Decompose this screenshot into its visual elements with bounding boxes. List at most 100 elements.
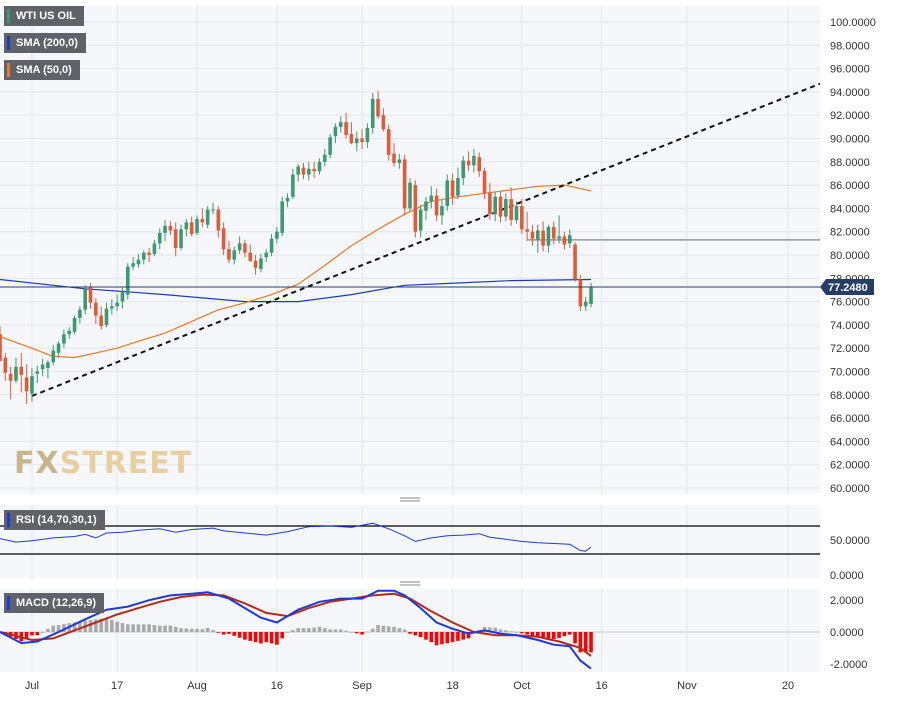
macd-hist-bar [301,628,306,632]
candle-bear [530,224,535,246]
y-tick-label: 62.0000 [830,460,870,472]
macd-hist-bar [30,632,34,636]
candle-body [269,238,274,253]
candle-bear [498,192,503,223]
legend-sma50[interactable]: SMA (50,0) [4,60,80,80]
candle-bull [104,302,109,328]
candle-body [535,230,540,240]
candle-bull [46,359,50,379]
candle-body [578,279,583,307]
candle-body [493,196,497,215]
candle-body [173,229,178,249]
macd-hist-bar [195,628,199,632]
candle-body [338,122,343,127]
x-tick-label: Sep [352,680,372,692]
candle-body [24,377,29,392]
macd-hist-bar [317,626,322,632]
candle-bull [56,341,61,358]
x-tick-label: 20 [782,680,794,692]
candle-bull [285,193,290,208]
candle-body [349,133,354,144]
candle-body [397,159,402,163]
candle-body [365,128,370,142]
candle-body [168,225,173,231]
macd-hist-bar [173,626,178,632]
candle-body [317,161,322,172]
y-tick-label: 82.0000 [830,227,870,239]
candle-bear [573,242,577,282]
last-price-tag [820,279,874,296]
candle-bull [557,215,561,244]
candle-bear [94,298,98,324]
candle-body [40,364,45,370]
candle-bear [173,222,178,257]
candle-bear [189,216,194,237]
y-tick-label: 80.0000 [830,250,870,262]
candle-bull [67,327,72,339]
x-tick-label: Nov [677,680,697,692]
candle-body [157,232,162,244]
macd-hist-bar [370,628,375,632]
candle-body [386,129,391,155]
legend-sma200[interactable]: SMA (200,0) [4,33,86,53]
macd-hist-bar [434,632,439,646]
legend-wti[interactable]: WTI US OIL [4,6,84,26]
candle-bear [541,221,545,252]
main-panel-bg [0,6,820,494]
candle-body [557,236,561,239]
macd-hist-bar [184,628,189,632]
candle-body [323,154,327,162]
candle-body [19,366,24,375]
candle-body [333,126,338,137]
candle-body [392,153,396,163]
legend-swatch-sma200 [7,36,10,50]
candle-body [312,168,316,172]
macd-hist-bar [583,632,588,653]
candle-bear [482,167,487,200]
candle-body [551,227,556,239]
candle-body [562,236,567,245]
candle-body [72,317,77,332]
candle-bull [307,161,311,181]
candle-body [381,115,386,130]
macd-hist-bar [381,625,386,632]
candle-body [541,230,545,246]
macd-hist-bar [488,627,492,632]
macd-hist-bar [285,632,290,633]
macd-line [0,589,592,670]
x-tick-label: Oct [513,680,530,692]
legend-swatch-rsi [7,513,10,527]
macd-hist-bar [424,632,428,640]
candle-bull [157,228,162,250]
candle-body [429,195,434,202]
macd-hist-bar [88,619,93,632]
macd-hist-bar [221,632,226,635]
macd-hist-bar [163,625,167,632]
legend-macd[interactable]: MACD (12,26,9) [4,593,105,613]
candle-bull [51,344,56,366]
candle-body [227,249,231,260]
candle-bear [551,221,556,245]
candle-body [110,306,114,309]
candle-body [514,206,519,221]
candle-bear [216,206,221,238]
macd-hist-bar [40,632,45,633]
candle-body [280,201,285,233]
candle-body [221,228,226,250]
macd-hist-bar [253,632,258,643]
candle-body [3,357,8,373]
candle-bull [567,229,572,249]
candle-body [440,206,444,216]
legend-rsi[interactable]: RSI (14,70,30,1) [4,510,105,530]
candle-bull [152,239,157,257]
candle-body [376,98,380,117]
macd-hist-bar [365,631,370,633]
macd-hist-bar [179,628,183,632]
macd-hist-bar [227,632,231,634]
macd-hist-bar [110,619,114,632]
candle-bull [30,368,34,402]
rsi-tick-label: 50.0000 [830,535,870,547]
macd-hist-bar [376,625,380,632]
macd-hist-bar [349,632,354,633]
